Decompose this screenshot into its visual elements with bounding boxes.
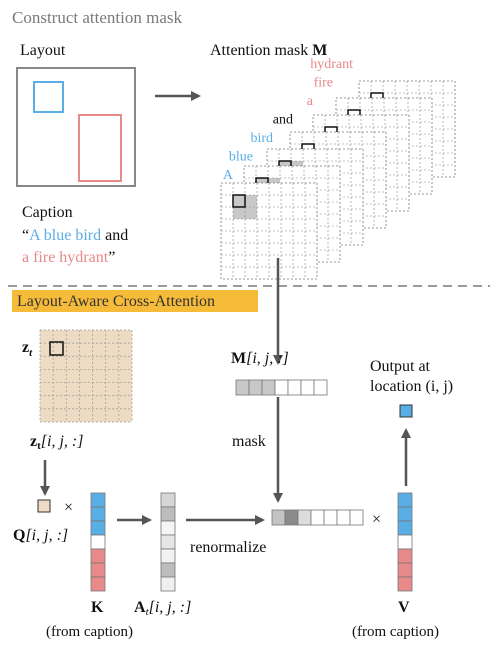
mask-row-Mij (235, 379, 328, 396)
zt-index-label: zt[i, j, :] (30, 433, 83, 452)
cross-attention-heading-bg (12, 290, 258, 312)
vector-cell (397, 506, 413, 522)
vector-cell (397, 562, 413, 578)
token-label: fire (314, 76, 333, 91)
token-label: a (307, 94, 314, 109)
vector-cell (90, 548, 106, 564)
vector-cell (160, 576, 176, 592)
latent-grid-lines (39, 329, 133, 423)
vector-cell (90, 520, 106, 536)
layout-bird-box (33, 81, 64, 113)
layout-canvas (16, 67, 136, 187)
output-label-line-1: Output at (370, 358, 431, 375)
cross-attention-heading: Layout-Aware Cross-Attention (17, 293, 215, 310)
masked-attention-row (271, 509, 364, 526)
caption-line-1: “A blue bird and (22, 227, 128, 244)
mask-label: mask (232, 433, 266, 450)
row-cell (248, 379, 263, 396)
q-index-label: Q[i, j, :] (13, 527, 68, 544)
row-cell (336, 509, 351, 526)
attention-mask-stack (220, 80, 456, 280)
v-source-label: (from caption) (352, 624, 439, 640)
v-times: × (372, 511, 381, 528)
vector-cell (160, 492, 176, 508)
vector-cell (90, 576, 106, 592)
mask-layer (220, 182, 318, 280)
m-index-label: M[i, j, :] (231, 350, 289, 367)
vector-cell (160, 520, 176, 536)
query-cell (37, 499, 51, 513)
vector-cell (160, 548, 176, 564)
row-cell (235, 379, 250, 396)
renormalize-label: renormalize (190, 539, 266, 556)
row-cell (349, 509, 364, 526)
vector-cell (397, 492, 413, 508)
attention-vector-At (160, 492, 176, 592)
token-label: and (273, 113, 293, 128)
latent-selected-pixel (49, 341, 64, 356)
row-cell (284, 509, 299, 526)
layout-hydrant-box (78, 114, 122, 182)
row-cell (323, 509, 338, 526)
row-cell (287, 379, 302, 396)
k-source-label: (from caption) (46, 624, 133, 640)
layout-label: Layout (20, 42, 66, 59)
caption-line-2: a fire hydrant” (22, 249, 115, 266)
vector-cell (90, 534, 106, 550)
vector-cell (397, 548, 413, 564)
caption-label: Caption (22, 204, 73, 221)
vector-cell (90, 562, 106, 578)
mask-selected-cell (232, 194, 246, 208)
key-vector-K (90, 492, 106, 592)
output-cell (399, 404, 413, 418)
construct-mask-heading: Construct attention mask (12, 8, 182, 27)
vector-cell (397, 520, 413, 536)
value-vector-V (397, 492, 413, 592)
vector-cell (397, 576, 413, 592)
latent-zt-grid (40, 330, 132, 422)
vector-cell (160, 534, 176, 550)
z-label: zt (22, 339, 33, 359)
row-cell (300, 379, 315, 396)
vector-cell (397, 534, 413, 550)
vector-cell (90, 506, 106, 522)
vector-cell (160, 506, 176, 522)
output-label-line-2: location (i, j) (370, 378, 453, 395)
vector-cell (90, 492, 106, 508)
vector-cell (160, 562, 176, 578)
token-label: bird (250, 131, 273, 146)
row-cell (297, 509, 312, 526)
row-cell (261, 379, 276, 396)
token-label: hydrant (310, 57, 353, 72)
v-label: V (398, 599, 410, 616)
token-label: A (223, 168, 234, 183)
k-label: K (91, 599, 104, 616)
row-cell (310, 509, 325, 526)
attention-mask-label: Attention mask M (210, 42, 327, 59)
row-cell (274, 379, 289, 396)
a-index-label: At[i, j, :] (134, 599, 191, 618)
row-cell (271, 509, 286, 526)
token-label: blue (229, 150, 253, 165)
q-times: × (64, 499, 73, 516)
row-cell (313, 379, 328, 396)
